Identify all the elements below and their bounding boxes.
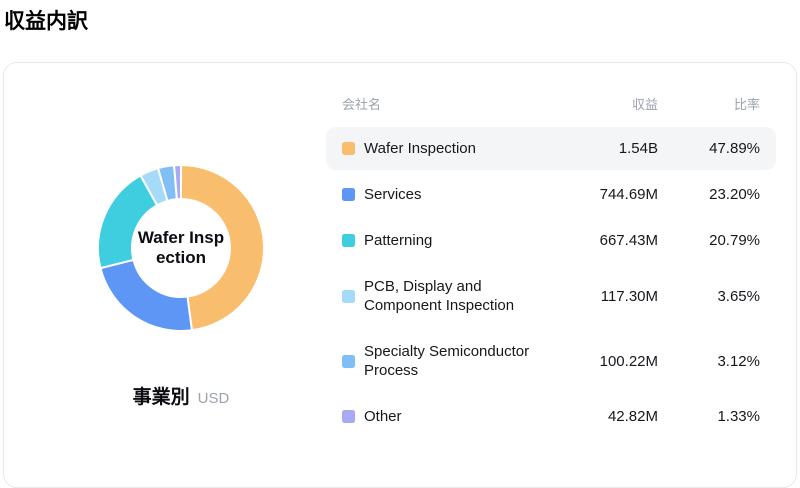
segments-table: 会社名 収益 比率 Wafer Inspection 1.54B 47.89% …	[326, 63, 796, 487]
header-ratio: 比率	[733, 97, 760, 112]
table-row-services[interactable]: Services 744.69M 23.20%	[326, 173, 776, 216]
header-revenue: 収益	[631, 97, 658, 112]
page-title: 収益内訳	[4, 10, 88, 33]
segment-label: PCB, Display and Component Inspection	[364, 278, 515, 314]
donut-slice-5[interactable]	[173, 164, 182, 201]
segment-revenue: 100.22M	[599, 352, 658, 370]
donut-chart: Wafer Inspection	[93, 160, 269, 336]
legend-swatch	[342, 234, 355, 247]
chart-group-label: 事業別	[132, 387, 190, 408]
segment-revenue: 1.54B	[618, 140, 658, 157]
segment-label: Services	[364, 186, 422, 203]
table-header: 会社名 収益 比率	[326, 94, 776, 127]
legend-swatch	[342, 289, 355, 303]
donut-slice-0[interactable]	[180, 164, 265, 332]
segment-label: Specialty Semiconductor Process	[364, 343, 530, 379]
header-company-name: 会社名	[342, 97, 382, 112]
segment-label: Wafer Inspection	[364, 140, 476, 157]
table-row-patterning[interactable]: Patterning 667.43M 20.79%	[326, 219, 776, 262]
chart-caption: 事業別 USD	[133, 382, 230, 409]
segment-label: Other	[364, 408, 402, 425]
segment-label: Patterning	[364, 232, 433, 249]
table-row-pcb-display[interactable]: PCB, Display and Component Inspection 11…	[326, 265, 776, 327]
segment-revenue: 117.30M	[600, 287, 658, 305]
legend-swatch	[342, 188, 355, 201]
segment-ratio: 23.20%	[709, 186, 760, 203]
chart-panel: Wafer Inspection 事業別 USD	[4, 63, 326, 487]
segment-ratio: 1.33%	[717, 408, 760, 425]
table-row-wafer-inspection[interactable]: Wafer Inspection 1.54B 47.89%	[326, 127, 776, 170]
segment-revenue: 667.43M	[599, 232, 658, 249]
segment-revenue: 42.82M	[607, 408, 658, 425]
legend-swatch	[342, 142, 355, 155]
revenue-breakdown-card: Wafer Inspection 事業別 USD 会社名 収益 比率 Wafer…	[3, 62, 797, 488]
segment-ratio: 3.12%	[717, 352, 760, 370]
table-row-specialty-semiconductor[interactable]: Specialty Semiconductor Process 100.22M …	[326, 330, 776, 392]
chart-unit-label: USD	[197, 390, 230, 407]
legend-swatch	[342, 410, 355, 423]
donut-slice-1[interactable]	[99, 258, 193, 332]
legend-swatch	[342, 354, 355, 368]
donut-svg	[97, 164, 265, 332]
segment-revenue: 744.69M	[599, 186, 658, 203]
segment-ratio: 47.89%	[709, 140, 760, 157]
table-row-other[interactable]: Other 42.82M 1.33%	[326, 395, 776, 438]
segment-ratio: 20.79%	[709, 232, 760, 249]
segment-ratio: 3.65%	[717, 287, 760, 305]
